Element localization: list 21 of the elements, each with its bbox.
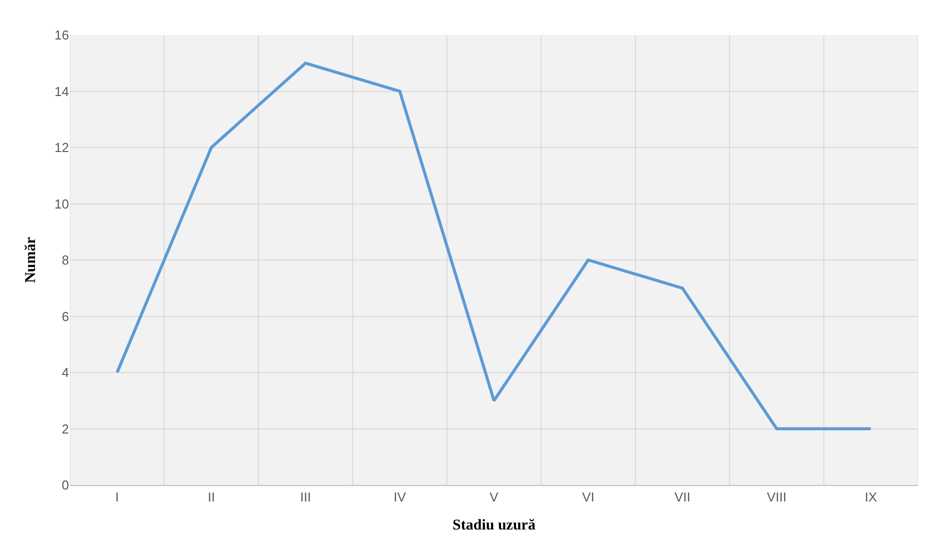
x-tick-label: IX	[864, 490, 878, 505]
y-tick-label: 4	[62, 365, 69, 380]
y-tick-label: 14	[54, 84, 69, 99]
line-series	[116, 62, 872, 430]
y-axis-title: Număr	[22, 236, 39, 283]
x-tick-label: VIII	[766, 490, 786, 505]
y-tick-label: 12	[54, 140, 69, 156]
y-tick-label: 10	[54, 196, 69, 212]
y-tick-label: 8	[62, 252, 69, 268]
x-tick-label: VII	[674, 490, 690, 505]
y-tick-label: 0	[62, 478, 69, 493]
x-tick-label: I	[115, 490, 119, 505]
y-tick-label: 6	[62, 308, 69, 324]
x-tick-label: V	[490, 490, 499, 505]
x-tick-label: IV	[394, 490, 406, 505]
y-tick-label: 2	[62, 421, 69, 436]
y-tick-label: 16	[54, 28, 69, 43]
x-tick-label: II	[208, 490, 215, 505]
x-axis-title: Stadiu uzură	[452, 518, 536, 534]
x-tick-label: III	[300, 490, 311, 505]
x-tick-label: VI	[582, 490, 594, 505]
